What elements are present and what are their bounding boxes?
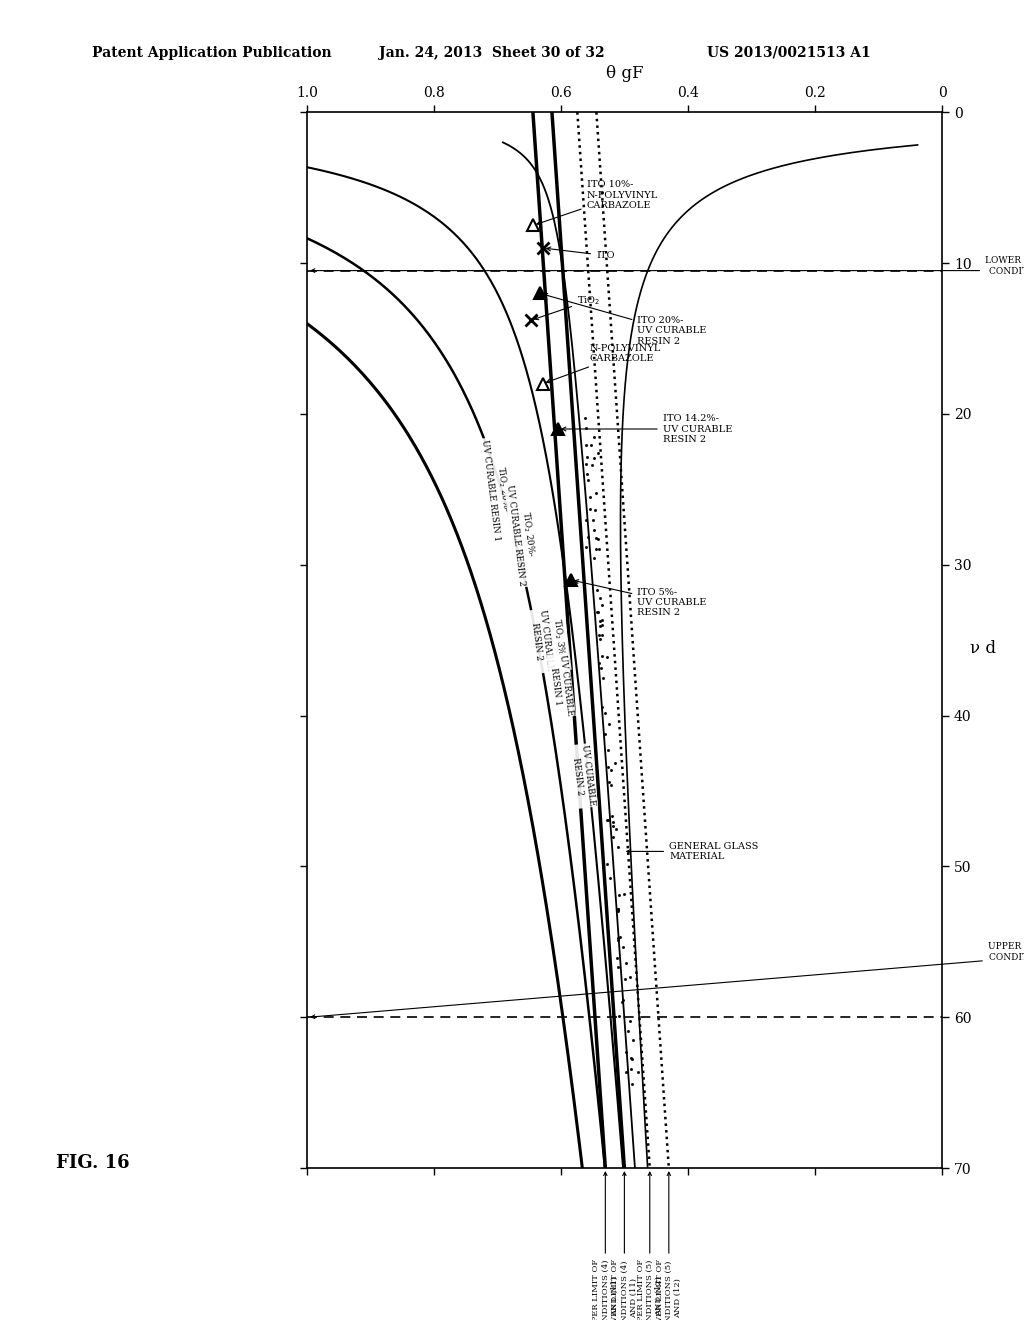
Point bbox=[616, 883, 633, 904]
Point bbox=[606, 752, 623, 774]
Point bbox=[622, 966, 638, 987]
Point bbox=[623, 1011, 639, 1032]
Point bbox=[604, 812, 621, 833]
Point bbox=[607, 818, 624, 840]
Point bbox=[617, 1061, 634, 1082]
Text: ITO 14.2%-
UV CURABLE
RESIN 2: ITO 14.2%- UV CURABLE RESIN 2 bbox=[562, 414, 732, 444]
Point bbox=[614, 936, 631, 957]
Point bbox=[577, 407, 593, 428]
Y-axis label: ν d: ν d bbox=[970, 640, 995, 657]
Point bbox=[578, 454, 594, 475]
Point bbox=[586, 447, 602, 469]
Point bbox=[580, 470, 596, 491]
Point bbox=[600, 772, 616, 793]
Point bbox=[610, 928, 627, 949]
Text: UV CURABLE
RESIN 1: UV CURABLE RESIN 1 bbox=[548, 653, 574, 717]
Point bbox=[605, 826, 622, 847]
Point bbox=[609, 836, 626, 857]
Point bbox=[583, 434, 599, 455]
Point bbox=[588, 539, 604, 560]
Point bbox=[603, 759, 620, 780]
Point bbox=[600, 756, 616, 777]
Point bbox=[591, 539, 607, 560]
Point bbox=[602, 867, 618, 888]
Text: US 2013/0021513 A1: US 2013/0021513 A1 bbox=[707, 46, 870, 59]
Point bbox=[602, 775, 618, 796]
Point bbox=[617, 952, 634, 973]
Point bbox=[597, 702, 613, 723]
Point bbox=[612, 927, 629, 948]
Point bbox=[591, 624, 607, 645]
Point bbox=[590, 442, 606, 463]
Text: TiO$_2$ 20%-
UV CURABLE RESIN 1: TiO$_2$ 20%- UV CURABLE RESIN 1 bbox=[480, 437, 515, 541]
Point bbox=[590, 652, 606, 673]
Point bbox=[578, 417, 594, 438]
Text: LOWER LIMIT OF
CONDITIONS (6)
AND (13): LOWER LIMIT OF CONDITIONS (6) AND (13) bbox=[311, 256, 1024, 285]
Point bbox=[617, 1041, 634, 1063]
Point bbox=[603, 805, 620, 826]
Point bbox=[587, 499, 603, 520]
Point bbox=[585, 510, 601, 531]
Point bbox=[582, 486, 598, 507]
Point bbox=[620, 1020, 636, 1041]
Point bbox=[624, 1049, 640, 1071]
Point bbox=[608, 948, 625, 969]
Point bbox=[630, 1061, 646, 1082]
Point bbox=[599, 809, 615, 830]
Point bbox=[600, 739, 616, 760]
Point bbox=[624, 1059, 640, 1080]
Text: TiO$_2$ 20%-
UV CURABLE RESIN 2: TiO$_2$ 20%- UV CURABLE RESIN 2 bbox=[506, 483, 541, 586]
Text: UPPER LIMIT OF
CONDITIONS (5)
AND (12): UPPER LIMIT OF CONDITIONS (5) AND (12) bbox=[637, 1172, 663, 1320]
Text: Jan. 24, 2013  Sheet 30 of 32: Jan. 24, 2013 Sheet 30 of 32 bbox=[379, 46, 604, 59]
Point bbox=[592, 615, 608, 636]
Point bbox=[579, 510, 595, 531]
Point bbox=[590, 602, 606, 623]
Text: ITO 10%-
N-POLYVINYL
CARBAZOLE: ITO 10%- N-POLYVINYL CARBAZOLE bbox=[537, 181, 658, 224]
Point bbox=[584, 454, 600, 475]
Point bbox=[598, 853, 614, 874]
Point bbox=[616, 969, 633, 990]
Point bbox=[592, 610, 608, 631]
Point bbox=[611, 1006, 628, 1027]
Text: FIG. 16: FIG. 16 bbox=[56, 1154, 130, 1172]
Point bbox=[609, 900, 626, 921]
Point bbox=[611, 884, 628, 906]
Point bbox=[625, 1073, 641, 1094]
Point bbox=[589, 601, 605, 622]
Point bbox=[579, 434, 595, 455]
Point bbox=[599, 809, 615, 830]
Point bbox=[623, 1048, 639, 1069]
Point bbox=[592, 628, 608, 649]
Point bbox=[610, 899, 627, 920]
Point bbox=[594, 594, 610, 615]
Point bbox=[597, 723, 613, 744]
Text: TiO$_2$: TiO$_2$ bbox=[535, 294, 600, 319]
Point bbox=[586, 548, 602, 569]
Point bbox=[594, 610, 610, 631]
X-axis label: θ gF: θ gF bbox=[606, 65, 643, 82]
Point bbox=[610, 929, 627, 950]
Text: Patent Application Publication: Patent Application Publication bbox=[92, 46, 332, 59]
Point bbox=[626, 1030, 642, 1051]
Point bbox=[580, 527, 596, 548]
Point bbox=[578, 536, 594, 557]
Point bbox=[579, 446, 595, 467]
Text: ITO 5%-
UV CURABLE
RESIN 2: ITO 5%- UV CURABLE RESIN 2 bbox=[574, 579, 707, 618]
Point bbox=[579, 463, 595, 484]
Point bbox=[586, 426, 602, 447]
Point bbox=[588, 528, 604, 549]
Point bbox=[590, 529, 606, 550]
Point bbox=[595, 667, 611, 688]
Point bbox=[589, 579, 605, 601]
Point bbox=[594, 624, 610, 645]
Point bbox=[582, 498, 598, 519]
Text: GENERAL GLASS
MATERIAL: GENERAL GLASS MATERIAL bbox=[627, 842, 759, 861]
Point bbox=[594, 697, 610, 718]
Point bbox=[592, 587, 608, 609]
Point bbox=[614, 991, 631, 1012]
Text: UV CURABLE
RESIN 2: UV CURABLE RESIN 2 bbox=[570, 744, 597, 808]
Point bbox=[588, 482, 604, 503]
Point bbox=[615, 989, 632, 1010]
Point bbox=[593, 645, 609, 667]
Text: LOWER LIMIT OF
CONDITIONS (4)
AND (11): LOWER LIMIT OF CONDITIONS (4) AND (11) bbox=[611, 1172, 638, 1320]
